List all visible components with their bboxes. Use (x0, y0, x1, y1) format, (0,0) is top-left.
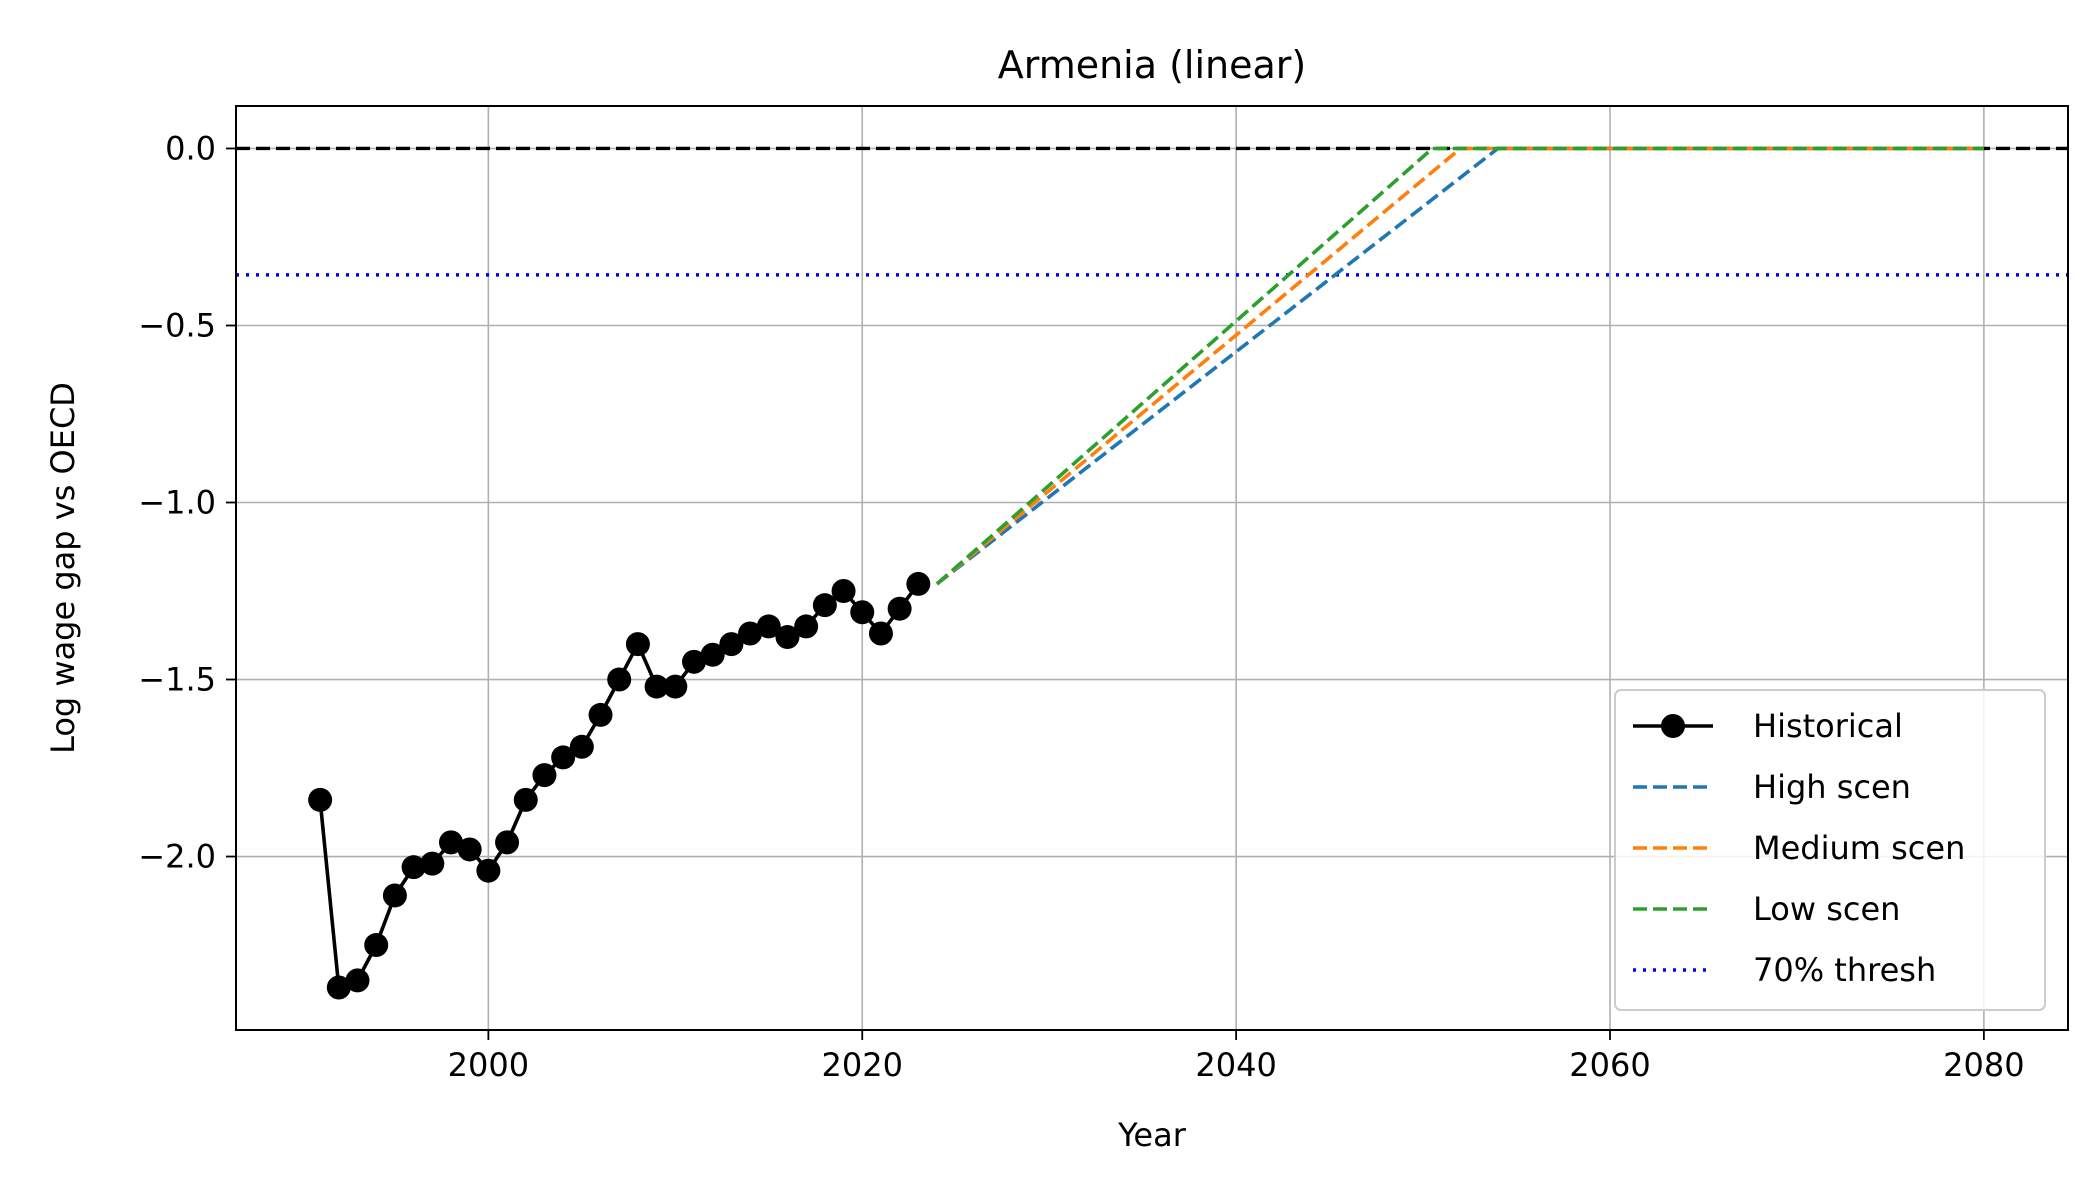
x-tick-label: 2060 (1569, 1046, 1650, 1084)
legend-label: High scen (1753, 768, 1911, 806)
data-point (775, 625, 800, 650)
data-point (682, 649, 706, 674)
data-point (812, 593, 837, 618)
legend-label: Low scen (1753, 890, 1900, 928)
data-point (420, 851, 445, 876)
data-point (663, 674, 688, 699)
data-point (794, 614, 819, 639)
series-line-low-scen (935, 146, 1984, 586)
y-tick-label: −1.0 (138, 484, 216, 522)
data-point (438, 830, 463, 855)
data-point (569, 734, 594, 759)
data-point (326, 975, 351, 1000)
data-point (850, 600, 875, 625)
y-axis-label: Log wage gap vs OECD (44, 382, 82, 754)
data-point (513, 787, 538, 812)
data-point (495, 830, 520, 855)
data-point (756, 614, 781, 639)
data-point (831, 579, 856, 604)
plot-frame (235, 105, 2069, 1031)
data-point (308, 787, 333, 812)
legend-box (1614, 689, 2046, 1011)
x-tick-label: 2020 (822, 1046, 903, 1084)
y-tick-label: 0.0 (165, 129, 216, 167)
data-point (887, 596, 912, 621)
x-tick-label: 2080 (1943, 1046, 2024, 1084)
chart-title: Armenia (linear) (998, 43, 1307, 87)
data-point (700, 642, 725, 667)
data-point (906, 571, 931, 596)
data-point (551, 745, 576, 770)
data-point (738, 621, 763, 646)
data-point (588, 702, 613, 727)
x-tick-label: 2000 (448, 1046, 529, 1084)
y-tick-label: −2.0 (138, 838, 216, 876)
series-layer (308, 146, 1984, 1000)
x-axis-ticks: 2000 2020 2040 2060 2080 (448, 1030, 2025, 1084)
data-point (532, 763, 557, 788)
y-tick-label: −1.5 (138, 661, 216, 699)
data-point (476, 858, 501, 883)
legend-label: Historical (1753, 707, 1903, 745)
data-point (868, 621, 893, 646)
data-point (644, 674, 669, 699)
data-point (382, 883, 407, 908)
legend-marker (1661, 714, 1685, 738)
data-point (625, 632, 650, 657)
legend-label: 70% thresh (1753, 951, 1936, 989)
data-point (457, 837, 482, 862)
data-point (364, 933, 389, 958)
x-tick-label: 2040 (1195, 1046, 1276, 1084)
x-axis-label: Year (1117, 1116, 1187, 1154)
data-point (345, 968, 370, 993)
legend-label: Medium scen (1753, 829, 1965, 867)
y-axis-ticks: 0.0 −0.5 −1.0 −1.5 −2.0 (138, 129, 236, 876)
y-tick-label: −0.5 (138, 306, 216, 344)
legend: Historical High scen Medium scen Low scen 70… (1614, 689, 2046, 1011)
data-point (719, 632, 744, 657)
data-point (401, 855, 426, 880)
data-point (607, 667, 632, 692)
